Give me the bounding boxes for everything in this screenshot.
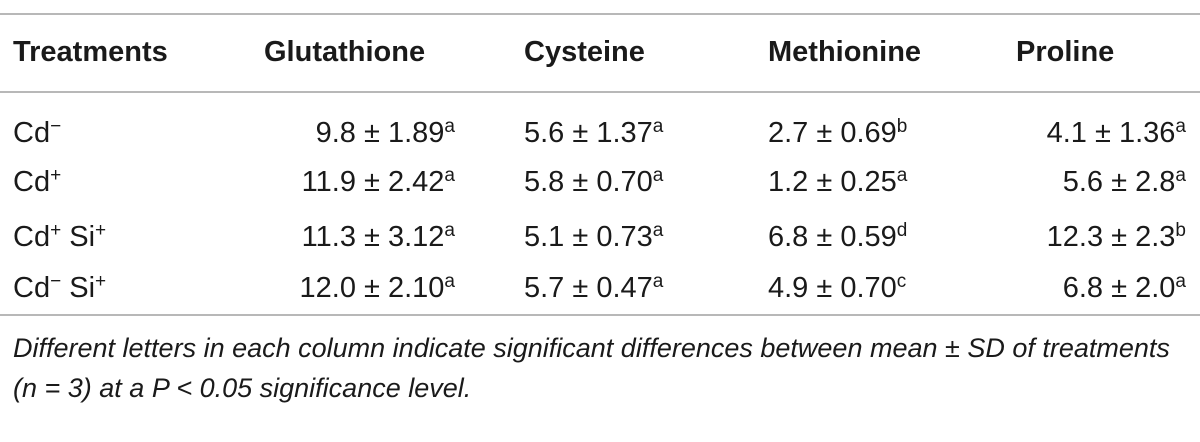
- table-cell: 5.6 ± 1.37a: [524, 116, 664, 149]
- header-treatments: Treatments: [13, 36, 168, 68]
- table-cell: 5.1 ± 0.73a: [524, 220, 664, 253]
- header-rule: [0, 91, 1200, 93]
- header-proline: Proline: [1016, 36, 1115, 68]
- table-cell: 12.0 ± 2.10a: [299, 271, 456, 304]
- table-cell: 4.9 ± 0.70c: [768, 271, 907, 304]
- treatment-label: Cd− Si+: [13, 271, 107, 304]
- header-glutathione: Glutathione: [264, 36, 426, 68]
- table-cell: 5.8 ± 0.70a: [524, 165, 664, 198]
- treatment-label: Cd−: [13, 116, 62, 149]
- table-cell: 12.3 ± 2.3b: [1046, 220, 1186, 253]
- table-cell: 4.1 ± 1.36a: [1046, 116, 1186, 149]
- table-cell: 2.7 ± 0.69b: [768, 116, 908, 149]
- header-cysteine: Cysteine: [524, 36, 645, 68]
- table-cell: 11.9 ± 2.42a: [301, 165, 455, 198]
- header-methionine: Methionine: [768, 36, 922, 68]
- bottom-rule: [0, 314, 1200, 316]
- table-cell: 5.6 ± 2.8a: [1062, 165, 1186, 198]
- treatment-label: Cd+ Si+: [13, 220, 107, 253]
- table-cell: 6.8 ± 2.0a: [1062, 271, 1186, 304]
- treatment-label: Cd+: [13, 165, 62, 198]
- top-rule: [0, 13, 1200, 15]
- table-cell: 9.8 ± 1.89a: [315, 116, 455, 149]
- table-cell: 1.2 ± 0.25a: [768, 165, 908, 198]
- table-cell: 5.7 ± 0.47a: [524, 271, 664, 304]
- table-footnote: Different letters in each column indicat…: [13, 333, 1170, 403]
- table-cell: 6.8 ± 0.59d: [768, 220, 908, 253]
- table-cell: 11.3 ± 3.12a: [301, 220, 455, 253]
